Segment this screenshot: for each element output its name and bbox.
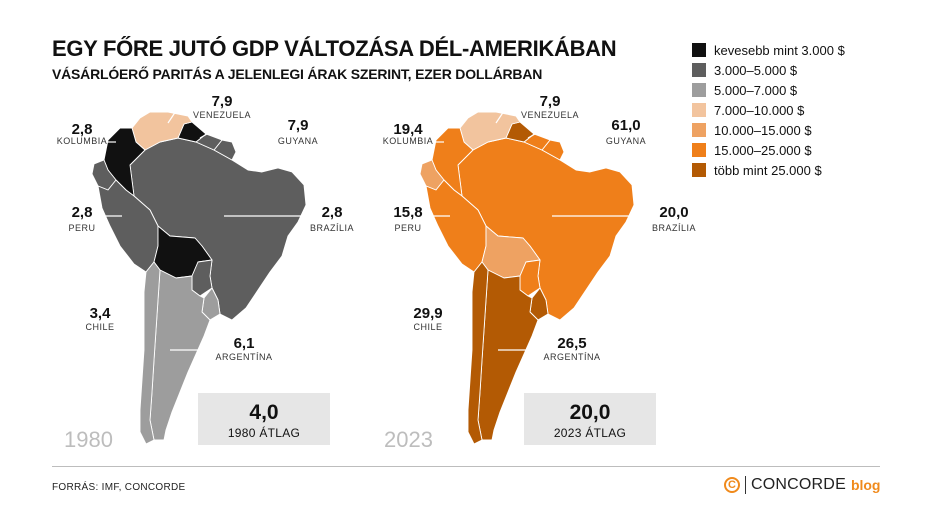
map-1980-value-brazilia: 2,8 bbox=[322, 204, 343, 221]
map-2023-countries bbox=[419, 111, 635, 445]
legend-swatch bbox=[692, 103, 706, 117]
map-1980-year: 1980 bbox=[64, 427, 113, 452]
map-1980-name-brazilia: BRAZÍLIA bbox=[310, 223, 354, 233]
map-1980-name-argentina: ARGENTÍNA bbox=[215, 352, 272, 362]
legend-label: 10.000–15.000 $ bbox=[714, 122, 812, 138]
map-1980-value-peru: 2,8 bbox=[72, 204, 93, 221]
map-1980-name-chile: CHILE bbox=[85, 322, 114, 332]
map-1980-value-kolumbia: 2,8 bbox=[72, 121, 93, 138]
map-1980: 1980 4,0 1980 ÁTLAG 7,9 VENEZUELA 7,9 GU… bbox=[57, 93, 354, 452]
map-1980-value-guyana: 7,9 bbox=[288, 117, 309, 134]
country-chile-1980 bbox=[139, 261, 161, 445]
legend-label: 7.000–10.000 $ bbox=[714, 102, 805, 118]
map-2023-name-brazilia: BRAZÍLIA bbox=[652, 223, 696, 233]
map-1980-value-argentina: 6,1 bbox=[234, 335, 255, 352]
map-1980-name-peru: PERU bbox=[68, 223, 95, 233]
legend-item: 15.000–25.000 $ bbox=[692, 140, 845, 160]
map-2023-average-value: 20,0 bbox=[570, 401, 611, 424]
legend-swatch bbox=[692, 43, 706, 57]
legend-item: 5.000–7.000 $ bbox=[692, 80, 845, 100]
country-chile-2023 bbox=[467, 261, 489, 445]
legend-item: 3.000–5.000 $ bbox=[692, 60, 845, 80]
legend-swatch bbox=[692, 123, 706, 137]
map-2023-name-chile: CHILE bbox=[413, 322, 442, 332]
source-note: FORRÁS: IMF, CONCORDE bbox=[52, 482, 186, 493]
map-2023-value-chile: 29,9 bbox=[413, 305, 442, 322]
map-2023-name-argentina: ARGENTÍNA bbox=[543, 352, 600, 362]
legend-label: kevesebb mint 3.000 $ bbox=[714, 42, 845, 58]
map-1980-name-guyana: GUYANA bbox=[278, 136, 318, 146]
map-2023-value-kolumbia: 19,4 bbox=[393, 121, 423, 138]
map-2023-average-label: 2023 ÁTLAG bbox=[554, 425, 626, 440]
map-2023-value-peru: 15,8 bbox=[393, 204, 422, 221]
map-2023-value-venezuela: 7,9 bbox=[540, 93, 561, 110]
legend-swatch bbox=[692, 63, 706, 77]
chart-title: EGY FŐRE JUTÓ GDP VÁLTOZÁSA DÉL-AMERIKÁB… bbox=[52, 36, 617, 61]
map-2023-leader-venezuela bbox=[495, 107, 528, 124]
brand-name: CONCORDE bbox=[751, 476, 846, 493]
map-1980-countries bbox=[91, 111, 307, 445]
map-2023-value-guyana: 61,0 bbox=[611, 117, 640, 134]
brand-separator bbox=[745, 476, 746, 494]
map-1980-value-chile: 3,4 bbox=[90, 305, 112, 322]
map-2023-value-argentina: 26,5 bbox=[557, 335, 586, 352]
legend-label: 15.000–25.000 $ bbox=[714, 142, 812, 158]
map-2023-year: 2023 bbox=[384, 427, 433, 452]
chart-subtitle: VÁSÁRLÓERŐ PARITÁS A JELENLEGI ÁRAK SZER… bbox=[52, 66, 543, 82]
footer-divider bbox=[52, 466, 880, 467]
map-2023-average-box bbox=[524, 393, 656, 445]
map-1980-average-box bbox=[198, 393, 330, 445]
legend-swatch bbox=[692, 143, 706, 157]
legend-item: kevesebb mint 3.000 $ bbox=[692, 40, 845, 60]
map-1980-value-venezuela: 7,9 bbox=[212, 93, 233, 110]
map-2023-name-venezuela: VENEZUELA bbox=[521, 110, 579, 120]
map-1980-name-kolumbia: KOLUMBIA bbox=[57, 136, 108, 146]
map-2023-leader-guyana bbox=[527, 129, 598, 139]
brand-logo: C CONCORDE blog bbox=[724, 476, 880, 494]
legend-item: 7.000–10.000 $ bbox=[692, 100, 845, 120]
map-1980-leader-guyana bbox=[199, 129, 270, 139]
copyright-c-icon: C bbox=[724, 477, 740, 493]
map-2023-name-peru: PERU bbox=[394, 223, 421, 233]
legend-label: 3.000–5.000 $ bbox=[714, 62, 798, 78]
map-2023-value-brazilia: 20,0 bbox=[659, 204, 688, 221]
map-1980-average-label: 1980 ÁTLAG bbox=[228, 425, 300, 440]
map-1980-name-venezuela: VENEZUELA bbox=[193, 110, 251, 120]
legend-swatch bbox=[692, 163, 706, 177]
map-2023-name-kolumbia: KOLUMBIA bbox=[383, 136, 434, 146]
legend-item: 10.000–15.000 $ bbox=[692, 120, 845, 140]
map-2023: 2023 20,0 2023 ÁTLAG 7,9 VENEZUELA 61,0 … bbox=[383, 93, 696, 452]
map-1980-leader-venezuela bbox=[167, 107, 200, 124]
legend-label: 5.000–7.000 $ bbox=[714, 82, 798, 98]
legend-swatch bbox=[692, 83, 706, 97]
legend-item: több mint 25.000 $ bbox=[692, 160, 845, 180]
legend-label: több mint 25.000 $ bbox=[714, 162, 822, 178]
brand-suffix: blog bbox=[850, 477, 881, 493]
legend: kevesebb mint 3.000 $ 3.000–5.000 $ 5.00… bbox=[692, 40, 845, 180]
map-2023-name-guyana: GUYANA bbox=[606, 136, 646, 146]
map-1980-average-value: 4,0 bbox=[249, 401, 278, 424]
